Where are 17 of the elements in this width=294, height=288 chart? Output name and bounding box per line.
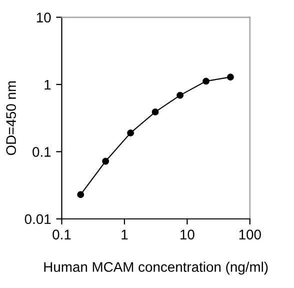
- point: [202, 78, 210, 85]
- x-axis-title: Human MCAM concentration (ng/ml): [44, 262, 268, 275]
- point: [127, 129, 134, 136]
- y-tick-label: 0.1: [32, 147, 51, 157]
- x-tick-label: 0.1: [52, 230, 71, 240]
- y-tick-label: 0.01: [24, 214, 51, 224]
- point: [102, 158, 110, 165]
- point: [226, 74, 234, 81]
- y-axis-title: OD=450 nm: [6, 81, 16, 156]
- x-tick-label: 1: [122, 230, 128, 240]
- x-tick-label: 100: [239, 230, 261, 240]
- y-tick-label: 1: [44, 80, 51, 90]
- point: [77, 191, 84, 198]
- point: [176, 92, 184, 99]
- point: [152, 108, 159, 116]
- x-tick-label: 10: [180, 230, 194, 240]
- y-tick-label: 10: [36, 12, 51, 22]
